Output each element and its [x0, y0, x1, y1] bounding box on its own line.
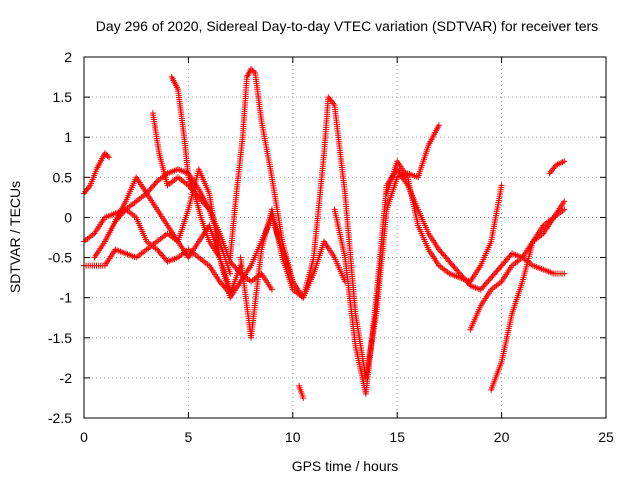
x-tick-label: 20: [494, 429, 510, 445]
data-point: [268, 286, 275, 293]
y-tick-label: -0.5: [48, 250, 72, 266]
data-point: [248, 66, 255, 73]
y-tick-label: -2.5: [48, 410, 72, 426]
x-tick-label: 10: [285, 429, 301, 445]
y-tick-label: -1.5: [48, 330, 72, 346]
x-tick-label: 0: [80, 429, 88, 445]
series-prn-n: [488, 198, 568, 393]
data-point: [106, 154, 113, 161]
data-point: [227, 270, 234, 277]
y-tick-label: 0.5: [53, 169, 73, 185]
data-point-fill: [104, 152, 111, 159]
plot-frame: [83, 56, 607, 419]
y-tick-label: 1.5: [53, 89, 73, 105]
series-prn-g: [168, 74, 223, 261]
x-tick-label: 25: [598, 429, 614, 445]
data-point: [561, 270, 568, 277]
y-tick-label: 1: [64, 129, 72, 145]
data-point: [435, 122, 442, 129]
data-point-fill: [250, 68, 257, 75]
series-prn-c: [81, 150, 113, 197]
chart-title: Day 296 of 2020, Sidereal Day-to-day VTE…: [96, 18, 598, 34]
data-marks: [81, 66, 568, 401]
x-axis-label: GPS time / hours: [292, 458, 399, 474]
x-tick-label: 5: [185, 429, 193, 445]
data-point: [561, 206, 568, 213]
series-prn-l: [383, 158, 505, 285]
data-point: [216, 254, 223, 261]
series-prn-d: [91, 174, 234, 293]
series-prn-k: [331, 166, 568, 397]
data-point: [300, 394, 307, 401]
data-point-fill: [249, 67, 256, 74]
data-point: [498, 182, 505, 189]
series-prn-o: [546, 158, 568, 177]
data-point: [227, 286, 234, 293]
y-tick-label: -1: [60, 290, 73, 306]
data-point: [561, 158, 568, 165]
data-point: [561, 198, 568, 205]
x-tick-label: 15: [389, 429, 405, 445]
y-tick-label: 2: [64, 49, 72, 65]
y-tick-label: -2: [60, 370, 73, 386]
y-axis-label: SDTVAR / TECUs: [7, 181, 23, 293]
data-point: [101, 150, 108, 157]
series-prn-j: [296, 382, 307, 401]
tick-labels: 0 5 10 15 20 25 -2.5 -2 -1.5 -1 -0.5 0 0.5 1 1.5 2: [48, 49, 614, 445]
y-tick-label: 0: [64, 209, 72, 225]
data-point-fill: [103, 151, 110, 158]
